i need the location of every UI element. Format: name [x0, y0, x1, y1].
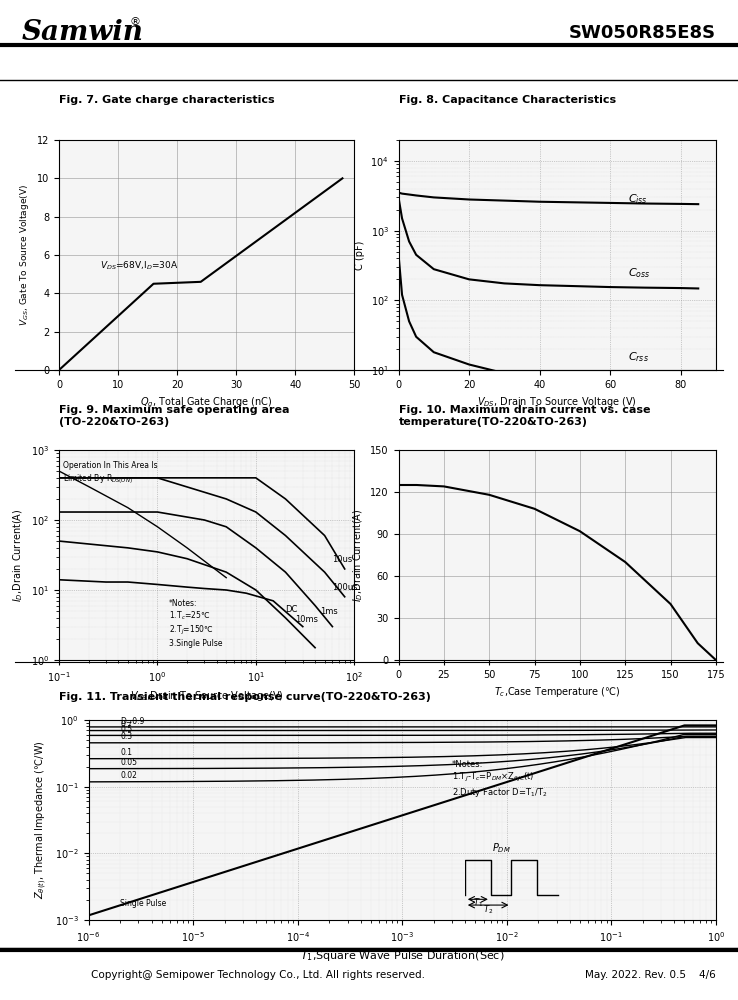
Text: 0.05: 0.05: [120, 758, 137, 767]
Y-axis label: $V_{GS}$, Gate To Source Voltage(V): $V_{GS}$, Gate To Source Voltage(V): [18, 184, 32, 326]
Y-axis label: $I_D$,Drain Current(A): $I_D$,Drain Current(A): [351, 508, 365, 602]
Text: 0.1: 0.1: [120, 748, 132, 757]
Text: $T_1$: $T_1$: [473, 896, 483, 909]
Text: *Notes:
1.T$_c$=25℃
2.T$_J$=150℃
3.Single Pulse: *Notes: 1.T$_c$=25℃ 2.T$_J$=150℃ 3.Singl…: [169, 599, 222, 648]
Y-axis label: $Z_{\theta(t)}$, Thermal Impedance (℃/W): $Z_{\theta(t)}$, Thermal Impedance (℃/W): [34, 741, 49, 899]
Text: Fig. 7. Gate charge characteristics: Fig. 7. Gate charge characteristics: [59, 95, 275, 105]
Text: 0.02: 0.02: [120, 771, 137, 780]
Text: SW050R85E8S: SW050R85E8S: [569, 24, 716, 42]
Text: $P_{DM}$: $P_{DM}$: [492, 842, 511, 855]
Text: Fig. 9. Maximum safe operating area
(TO-220&TO-263): Fig. 9. Maximum safe operating area (TO-…: [59, 405, 289, 427]
Y-axis label: $I_D$,Drain Current(A): $I_D$,Drain Current(A): [12, 508, 25, 602]
Text: ®: ®: [129, 17, 140, 27]
Text: Limited By R$_{DS(ON)}$: Limited By R$_{DS(ON)}$: [63, 473, 133, 486]
Text: 1ms: 1ms: [320, 607, 338, 616]
Text: 10ms: 10ms: [295, 615, 318, 624]
X-axis label: $V_{DS}$, Drain To Source Voltage (V): $V_{DS}$, Drain To Source Voltage (V): [477, 395, 637, 409]
Text: *Notes:
1.T$_J$-T$_c$=P$_{DM}$×Z$_{\theta JC}$(t)
2.Duty Factor D=T$_1$/T$_2$: *Notes: 1.T$_J$-T$_c$=P$_{DM}$×Z$_{\thet…: [452, 760, 548, 799]
Text: Copyright@ Semipower Technology Co., Ltd. All rights reserved.: Copyright@ Semipower Technology Co., Ltd…: [92, 970, 425, 980]
Text: Single Pulse: Single Pulse: [120, 899, 166, 908]
Text: Samwin: Samwin: [22, 19, 144, 46]
Text: $V_{DS}$=68V,I$_D$=30A: $V_{DS}$=68V,I$_D$=30A: [100, 259, 179, 272]
Text: $C_{oss}$: $C_{oss}$: [628, 266, 650, 280]
Text: Operation In This Area Is: Operation In This Area Is: [63, 461, 158, 470]
Text: May. 2022. Rev. 0.5    4/6: May. 2022. Rev. 0.5 4/6: [585, 970, 716, 980]
Text: $C_{rss}$: $C_{rss}$: [628, 350, 649, 364]
Text: 100us: 100us: [332, 583, 358, 592]
Text: Fig. 11. Transient thermal response curve(TO-220&TO-263): Fig. 11. Transient thermal response curv…: [59, 692, 431, 702]
Text: 0.5: 0.5: [120, 725, 132, 734]
Text: 10us: 10us: [332, 555, 353, 564]
Y-axis label: C (pF): C (pF): [355, 240, 365, 270]
X-axis label: $V_{DS}$,Drain To Source Voltage(V): $V_{DS}$,Drain To Source Voltage(V): [130, 689, 283, 703]
X-axis label: $T_1$,Square Wave Pulse Duration(Sec): $T_1$,Square Wave Pulse Duration(Sec): [300, 949, 505, 963]
X-axis label: $Q_g$, Total Gate Charge (nC): $Q_g$, Total Gate Charge (nC): [140, 395, 273, 410]
Text: D=0.9: D=0.9: [120, 717, 145, 726]
Text: Fig. 8. Capacitance Characteristics: Fig. 8. Capacitance Characteristics: [399, 95, 615, 105]
X-axis label: $T_c$,Case Temperature (℃): $T_c$,Case Temperature (℃): [494, 685, 621, 699]
Text: Fig. 10. Maximum drain current vs. case
temperature(TO-220&TO-263): Fig. 10. Maximum drain current vs. case …: [399, 405, 650, 427]
Text: $T_2$: $T_2$: [483, 903, 493, 916]
Text: DC: DC: [286, 605, 298, 614]
Text: $C_{iss}$: $C_{iss}$: [628, 192, 647, 206]
Text: 0.3: 0.3: [120, 732, 132, 741]
Text: 0.7: 0.7: [120, 720, 132, 729]
